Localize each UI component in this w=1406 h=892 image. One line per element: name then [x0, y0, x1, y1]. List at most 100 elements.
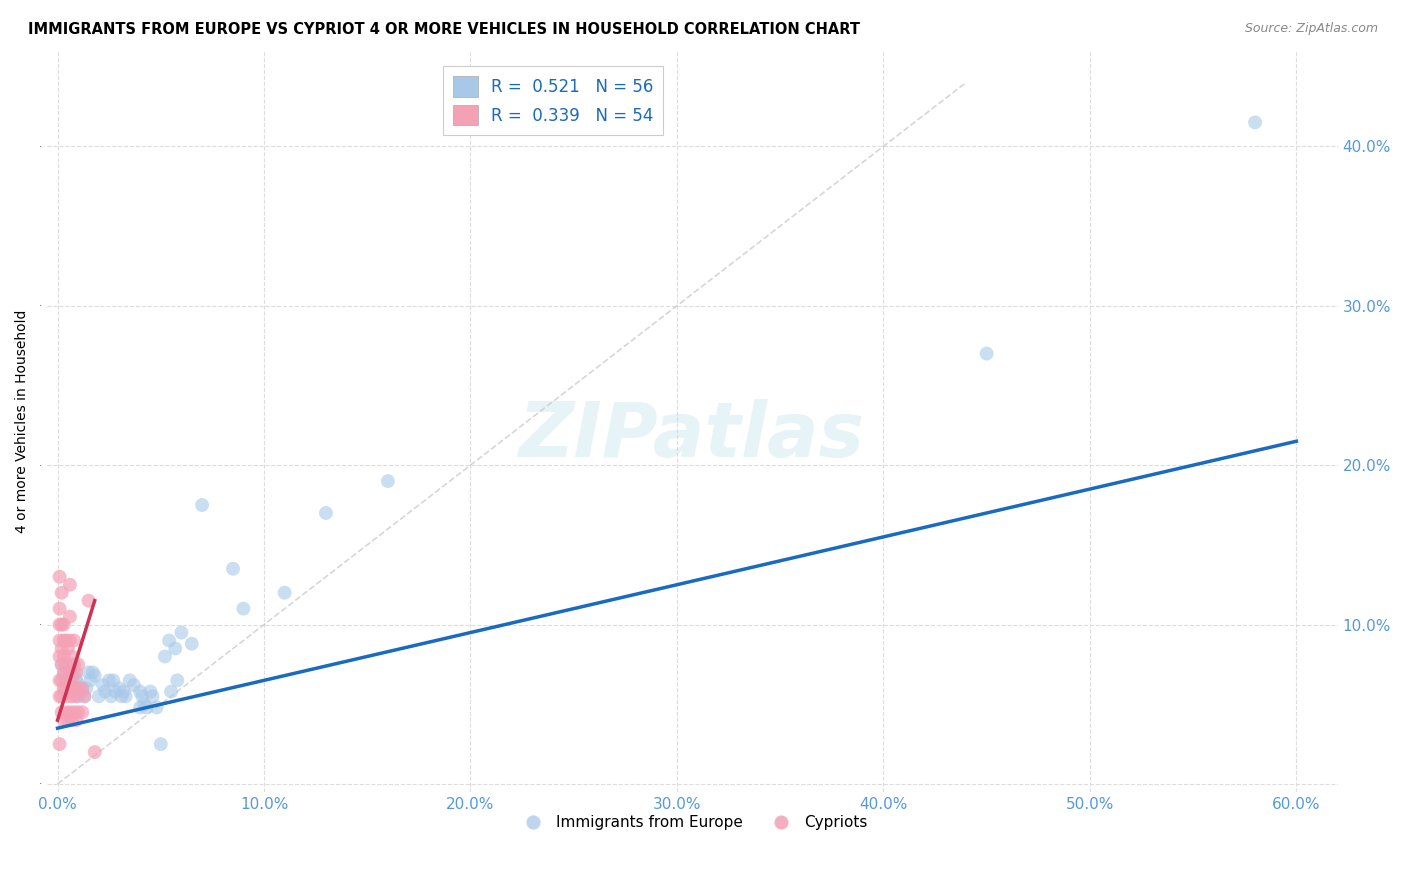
- Point: [77, 593, 100, 607]
- Point: [141, 690, 163, 704]
- Point: [63, 681, 86, 696]
- Point: [67, 681, 90, 696]
- Point: [51, 690, 73, 704]
- Point: [222, 562, 245, 576]
- Point: [145, 700, 167, 714]
- Point: [52, 617, 75, 632]
- Point: [48, 601, 70, 615]
- Point: [65, 672, 87, 686]
- Point: [48, 737, 70, 751]
- Point: [55, 705, 77, 719]
- Legend: Immigrants from Europe, Cypriots: Immigrants from Europe, Cypriots: [512, 809, 873, 836]
- Point: [67, 705, 90, 719]
- Text: IMMIGRANTS FROM EUROPE VS CYPRIOT 4 OR MORE VEHICLES IN HOUSEHOLD CORRELATION CH: IMMIGRANTS FROM EUROPE VS CYPRIOT 4 OR M…: [28, 22, 860, 37]
- Point: [56, 713, 79, 727]
- Point: [103, 673, 125, 688]
- Point: [51, 641, 73, 656]
- Point: [65, 690, 87, 704]
- Point: [191, 498, 214, 512]
- Point: [51, 673, 73, 688]
- Point: [139, 684, 162, 698]
- Point: [112, 684, 135, 698]
- Point: [48, 673, 70, 688]
- Point: [55, 633, 77, 648]
- Point: [56, 641, 79, 656]
- Point: [59, 578, 82, 592]
- Point: [51, 705, 73, 719]
- Point: [59, 665, 82, 680]
- Point: [122, 678, 145, 692]
- Point: [114, 690, 136, 704]
- Point: [63, 657, 86, 672]
- Y-axis label: 4 or more Vehicles in Household: 4 or more Vehicles in Household: [15, 310, 30, 533]
- Point: [134, 698, 156, 712]
- Point: [59, 633, 82, 648]
- Point: [94, 684, 117, 698]
- Point: [52, 668, 75, 682]
- Point: [55, 681, 77, 696]
- Point: [129, 684, 152, 698]
- Point: [149, 737, 172, 751]
- Point: [976, 346, 998, 360]
- Point: [273, 585, 295, 599]
- Point: [79, 673, 101, 688]
- Point: [91, 678, 114, 692]
- Point: [63, 705, 86, 719]
- Point: [67, 676, 90, 690]
- Point: [170, 625, 193, 640]
- Point: [165, 641, 187, 656]
- Point: [56, 690, 79, 704]
- Point: [72, 681, 94, 696]
- Point: [59, 705, 82, 719]
- Point: [52, 665, 75, 680]
- Point: [60, 673, 83, 688]
- Point: [73, 690, 96, 704]
- Point: [55, 673, 77, 688]
- Point: [51, 617, 73, 632]
- Point: [48, 690, 70, 704]
- Point: [131, 690, 153, 704]
- Point: [100, 690, 122, 704]
- Point: [59, 681, 82, 696]
- Point: [232, 601, 254, 615]
- Point: [52, 649, 75, 664]
- Point: [377, 474, 399, 488]
- Point: [51, 657, 73, 672]
- Point: [87, 690, 110, 704]
- Point: [67, 657, 90, 672]
- Point: [110, 690, 132, 704]
- Point: [63, 667, 86, 681]
- Point: [56, 665, 79, 680]
- Point: [55, 657, 77, 672]
- Point: [104, 684, 127, 698]
- Point: [72, 684, 94, 698]
- Point: [51, 657, 73, 672]
- Point: [315, 506, 337, 520]
- Point: [73, 690, 96, 704]
- Point: [52, 681, 75, 696]
- Point: [48, 570, 70, 584]
- Point: [180, 637, 202, 651]
- Point: [83, 745, 105, 759]
- Point: [157, 633, 180, 648]
- Point: [77, 665, 100, 680]
- Point: [59, 609, 82, 624]
- Point: [59, 678, 82, 692]
- Point: [60, 713, 83, 727]
- Point: [51, 585, 73, 599]
- Point: [48, 649, 70, 664]
- Point: [48, 633, 70, 648]
- Point: [83, 668, 105, 682]
- Point: [129, 700, 152, 714]
- Point: [52, 713, 75, 727]
- Point: [166, 673, 188, 688]
- Point: [98, 673, 121, 688]
- Point: [82, 665, 104, 680]
- Point: [60, 684, 83, 698]
- Point: [118, 673, 141, 688]
- Point: [52, 633, 75, 648]
- Point: [75, 681, 97, 696]
- Text: Source: ZipAtlas.com: Source: ZipAtlas.com: [1244, 22, 1378, 36]
- Point: [108, 681, 131, 696]
- Point: [48, 617, 70, 632]
